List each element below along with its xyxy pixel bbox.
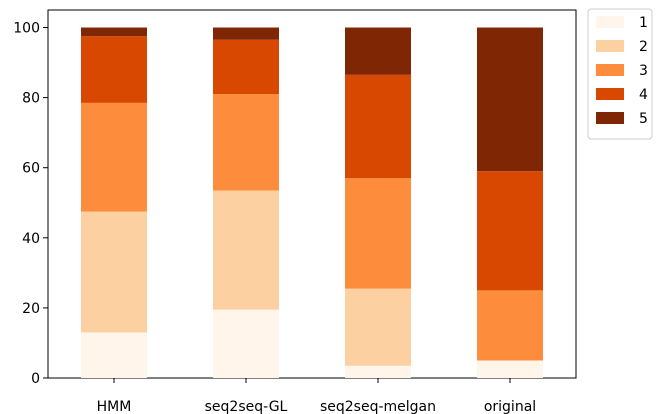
bar-segment-seq2seq-melgan-3 (345, 178, 411, 289)
legend: 1 2 3 4 5 (587, 8, 653, 140)
x-tick-label-seq2seq-melgan: seq2seq-melgan (320, 399, 436, 414)
bar-segment-seq2seq-melgan-4 (345, 74, 411, 179)
bar-segment-seq2seq-GL-5 (213, 27, 279, 40)
legend-label-2: 2 (639, 39, 648, 55)
legend-label-5: 5 (639, 111, 648, 127)
bar-segment-seq2seq-GL-1 (213, 309, 279, 378)
y-tick-label-0: 0 (31, 371, 40, 387)
bar-segment-original-3 (477, 290, 543, 361)
bar-segment-seq2seq-GL-3 (213, 94, 279, 191)
x-tick-label-original: original (484, 399, 536, 414)
bar-segment-original-1 (477, 360, 543, 378)
legend-swatch-4 (596, 88, 624, 100)
bar-segment-seq2seq-melgan-1 (345, 365, 411, 378)
legend-swatch-5 (596, 112, 624, 124)
legend-label-1: 1 (639, 15, 648, 31)
bar-segment-seq2seq-GL-4 (213, 39, 279, 95)
y-tick-label-20: 20 (22, 301, 40, 317)
legend-label-4: 4 (639, 87, 648, 103)
bar-segment-original-5 (477, 27, 543, 172)
plot-frame (47, 9, 577, 379)
bar-segment-original-4 (477, 171, 543, 291)
bar-segment-seq2seq-melgan-5 (345, 27, 411, 75)
y-axis: 0 20 40 60 80 100 (13, 21, 48, 387)
y-tick-label-100: 100 (13, 21, 40, 37)
legend-swatch-2 (596, 40, 624, 52)
legend-swatch-3 (596, 64, 624, 76)
bar-segment-seq2seq-GL-2 (213, 190, 279, 310)
x-tick-label-seq2seq-GL: seq2seq-GL (205, 399, 288, 414)
bar-segment-HMM-4 (81, 36, 147, 103)
bar-segment-seq2seq-melgan-2 (345, 288, 411, 366)
y-tick-label-60: 60 (22, 161, 40, 177)
bar-segment-HMM-1 (81, 332, 147, 378)
x-tick-label-HMM: HMM (97, 399, 132, 414)
legend-swatch-1 (596, 16, 624, 28)
y-tick-label-80: 80 (22, 91, 40, 107)
bar-segment-HMM-2 (81, 211, 147, 333)
bars-group (81, 27, 543, 378)
legend-label-3: 3 (639, 63, 648, 79)
y-tick-label-40: 40 (22, 231, 40, 247)
bar-segment-HMM-3 (81, 102, 147, 212)
bar-segment-HMM-5 (81, 27, 147, 37)
x-axis: HMM seq2seq-GL seq2seq-melgan original (97, 378, 536, 414)
